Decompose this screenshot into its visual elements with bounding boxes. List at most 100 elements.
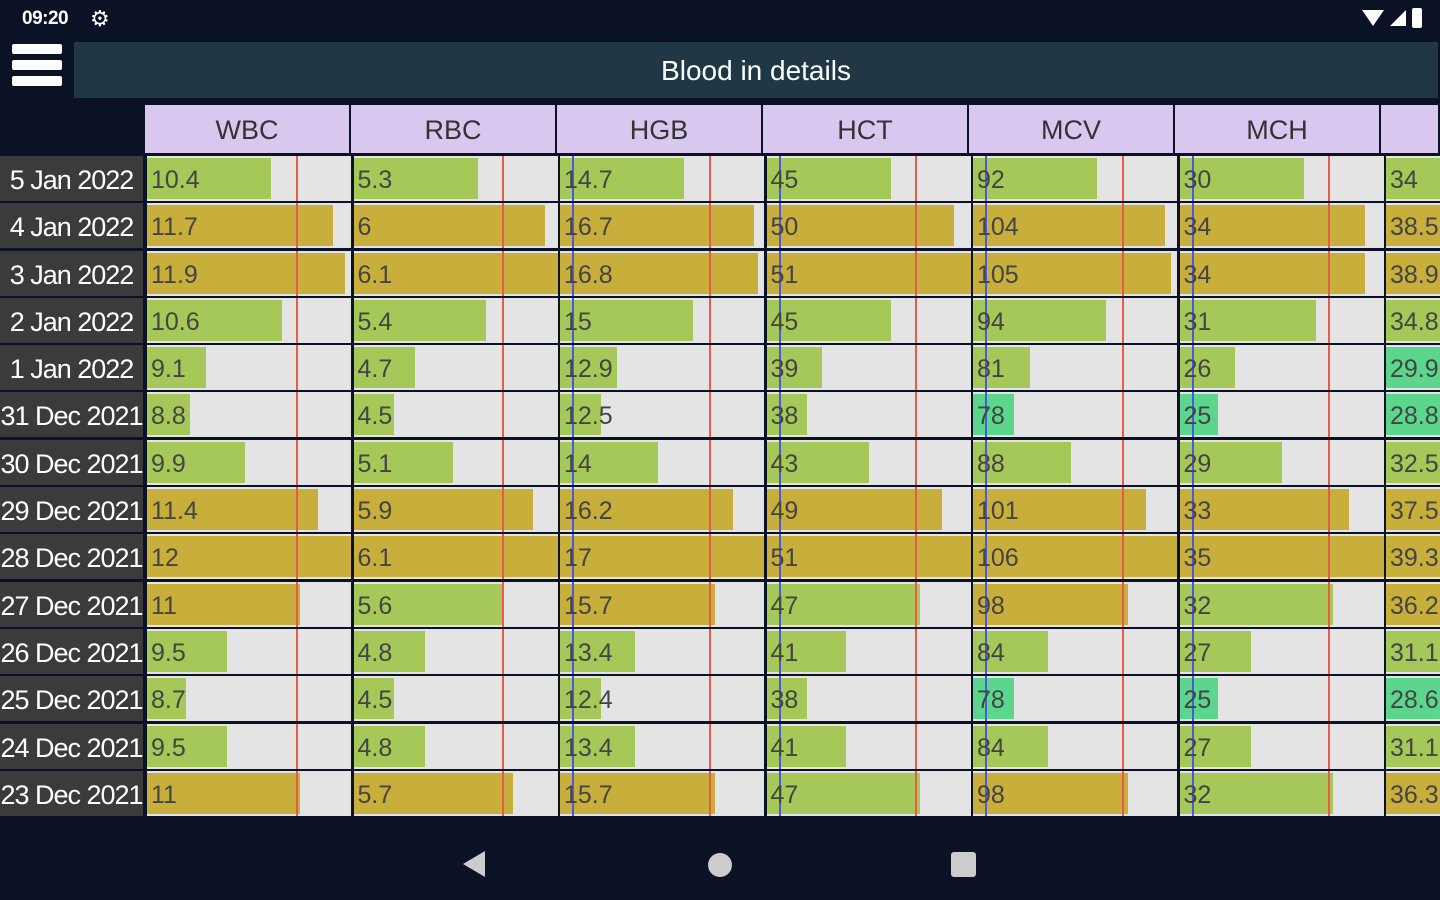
value-cell-hgb[interactable]: 15 bbox=[560, 297, 764, 343]
value-cell-hct[interactable]: 41 bbox=[766, 723, 971, 769]
table-row[interactable]: 31 Dec 2021 8.8 4.5 12.5 38 78 25 28.8 bbox=[0, 392, 1440, 439]
value-cell-wbc[interactable]: 9.5 bbox=[147, 723, 351, 769]
value-cell-mcv[interactable]: 104 bbox=[973, 203, 1177, 249]
value-cell-wbc[interactable]: 9.1 bbox=[147, 345, 351, 391]
table-row[interactable]: 27 Dec 2021 11 5.6 15.7 47 98 32 36.2 bbox=[0, 581, 1440, 629]
value-cell-hct[interactable]: 43 bbox=[766, 439, 971, 485]
table-row[interactable]: 29 Dec 2021 11.4 5.9 16.2 49 101 33 37.5 bbox=[0, 487, 1440, 534]
value-cell-mch[interactable]: 32 bbox=[1179, 770, 1384, 816]
value-cell-hct[interactable]: 47 bbox=[766, 581, 971, 627]
column-header-mchc[interactable] bbox=[1381, 105, 1438, 153]
value-cell-hgb[interactable]: 13.4 bbox=[560, 723, 764, 769]
value-cell-mchc[interactable]: 38.9 bbox=[1386, 250, 1440, 296]
value-cell-hgb[interactable]: 12.9 bbox=[560, 345, 764, 391]
value-cell-wbc[interactable]: 11 bbox=[147, 581, 351, 627]
recents-square-icon[interactable] bbox=[951, 852, 976, 877]
value-cell-rbc[interactable]: 5.9 bbox=[353, 487, 558, 533]
value-cell-mch[interactable]: 34 bbox=[1179, 250, 1384, 296]
value-cell-hct[interactable]: 45 bbox=[766, 297, 971, 343]
column-header-hgb[interactable]: HGB bbox=[557, 105, 761, 153]
value-cell-rbc[interactable]: 4.8 bbox=[353, 628, 558, 674]
value-cell-wbc[interactable]: 12 bbox=[147, 534, 351, 580]
value-cell-hct[interactable]: 38 bbox=[766, 392, 971, 438]
value-cell-mcv[interactable]: 98 bbox=[973, 770, 1177, 816]
hamburger-menu-icon[interactable] bbox=[12, 44, 62, 94]
value-cell-rbc[interactable]: 5.7 bbox=[353, 770, 558, 816]
value-cell-mchc[interactable]: 32.5 bbox=[1386, 439, 1440, 485]
value-cell-rbc[interactable]: 4.7 bbox=[353, 345, 558, 391]
value-cell-rbc[interactable]: 5.3 bbox=[353, 156, 558, 201]
value-cell-hgb[interactable]: 15.7 bbox=[560, 770, 764, 816]
value-cell-wbc[interactable]: 8.7 bbox=[147, 676, 351, 722]
column-header-rbc[interactable]: RBC bbox=[351, 105, 555, 153]
value-cell-mchc[interactable]: 38.5 bbox=[1386, 203, 1440, 249]
value-cell-rbc[interactable]: 5.1 bbox=[353, 439, 558, 485]
value-cell-mchc[interactable]: 36.3 bbox=[1386, 770, 1440, 816]
table-row[interactable]: 1 Jan 2022 9.1 4.7 12.9 39 81 26 29.9 bbox=[0, 345, 1440, 392]
value-cell-hgb[interactable]: 16.7 bbox=[560, 203, 764, 249]
value-cell-hgb[interactable]: 16.2 bbox=[560, 487, 764, 533]
table-row[interactable]: 2 Jan 2022 10.6 5.4 15 45 94 31 34.8 bbox=[0, 297, 1440, 345]
value-cell-hct[interactable]: 51 bbox=[766, 534, 971, 580]
value-cell-rbc[interactable]: 6 bbox=[353, 203, 558, 249]
value-cell-wbc[interactable]: 11.7 bbox=[147, 203, 351, 249]
value-cell-mcv[interactable]: 105 bbox=[973, 250, 1177, 296]
value-cell-hct[interactable]: 51 bbox=[766, 250, 971, 296]
value-cell-rbc[interactable]: 4.5 bbox=[353, 676, 558, 722]
results-grid[interactable]: 5 Jan 2022 10.4 5.3 14.7 45 92 30 34 4 Jan 2022 1… bbox=[0, 156, 1440, 824]
value-cell-rbc[interactable]: 5.4 bbox=[353, 297, 558, 343]
value-cell-hct[interactable]: 49 bbox=[766, 487, 971, 533]
value-cell-mcv[interactable]: 81 bbox=[973, 345, 1177, 391]
table-row[interactable]: 5 Jan 2022 10.4 5.3 14.7 45 92 30 34 bbox=[0, 156, 1440, 203]
back-triangle-icon[interactable] bbox=[463, 851, 485, 877]
value-cell-hct[interactable]: 39 bbox=[766, 345, 971, 391]
value-cell-hct[interactable]: 50 bbox=[766, 203, 971, 249]
value-cell-mcv[interactable]: 94 bbox=[973, 297, 1177, 343]
value-cell-mch[interactable]: 29 bbox=[1179, 439, 1384, 485]
column-header-wbc[interactable]: WBC bbox=[145, 105, 349, 153]
value-cell-wbc[interactable]: 10.6 bbox=[147, 297, 351, 343]
value-cell-hgb[interactable]: 13.4 bbox=[560, 628, 764, 674]
table-row[interactable]: 3 Jan 2022 11.9 6.1 16.8 51 105 34 38.9 bbox=[0, 250, 1440, 298]
value-cell-mchc[interactable]: 29.9 bbox=[1386, 345, 1440, 391]
value-cell-rbc[interactable]: 4.5 bbox=[353, 392, 558, 438]
value-cell-mch[interactable]: 25 bbox=[1179, 392, 1384, 438]
value-cell-mch[interactable]: 34 bbox=[1179, 203, 1384, 249]
value-cell-hct[interactable]: 45 bbox=[766, 156, 971, 201]
value-cell-mcv[interactable]: 78 bbox=[973, 676, 1177, 722]
value-cell-mcv[interactable]: 92 bbox=[973, 156, 1177, 201]
value-cell-mcv[interactable]: 88 bbox=[973, 439, 1177, 485]
value-cell-mcv[interactable]: 101 bbox=[973, 487, 1177, 533]
value-cell-mchc[interactable]: 28.8 bbox=[1386, 392, 1440, 438]
value-cell-hgb[interactable]: 12.4 bbox=[560, 676, 764, 722]
value-cell-rbc[interactable]: 6.1 bbox=[353, 534, 558, 580]
value-cell-hgb[interactable]: 14 bbox=[560, 439, 764, 485]
value-cell-hgb[interactable]: 17 bbox=[560, 534, 764, 580]
value-cell-rbc[interactable]: 4.8 bbox=[353, 723, 558, 769]
column-header-hct[interactable]: HCT bbox=[763, 105, 967, 153]
value-cell-hct[interactable]: 38 bbox=[766, 676, 971, 722]
table-row[interactable]: 25 Dec 2021 8.7 4.5 12.4 38 78 25 28.6 bbox=[0, 676, 1440, 723]
value-cell-mchc[interactable]: 28.6 bbox=[1386, 676, 1440, 722]
value-cell-mcv[interactable]: 84 bbox=[973, 628, 1177, 674]
value-cell-mch[interactable]: 25 bbox=[1179, 676, 1384, 722]
table-row[interactable]: 24 Dec 2021 9.5 4.8 13.4 41 84 27 31.1 bbox=[0, 723, 1440, 771]
value-cell-mcv[interactable]: 98 bbox=[973, 581, 1177, 627]
value-cell-hct[interactable]: 47 bbox=[766, 770, 971, 816]
value-cell-mchc[interactable]: 31.1 bbox=[1386, 723, 1440, 769]
value-cell-mch[interactable]: 26 bbox=[1179, 345, 1384, 391]
value-cell-mchc[interactable]: 34 bbox=[1386, 156, 1440, 201]
value-cell-mch[interactable]: 30 bbox=[1179, 156, 1384, 201]
column-header-mcv[interactable]: MCV bbox=[969, 105, 1173, 153]
value-cell-mch[interactable]: 31 bbox=[1179, 297, 1384, 343]
table-row[interactable]: 23 Dec 2021 11 5.7 15.7 47 98 32 36.3 bbox=[0, 770, 1440, 818]
value-cell-wbc[interactable]: 9.9 bbox=[147, 439, 351, 485]
value-cell-mchc[interactable]: 37.5 bbox=[1386, 487, 1440, 533]
value-cell-wbc[interactable]: 8.8 bbox=[147, 392, 351, 438]
value-cell-wbc[interactable]: 11.4 bbox=[147, 487, 351, 533]
value-cell-wbc[interactable]: 10.4 bbox=[147, 156, 351, 201]
value-cell-mch[interactable]: 27 bbox=[1179, 723, 1384, 769]
value-cell-hgb[interactable]: 14.7 bbox=[560, 156, 764, 201]
value-cell-mch[interactable]: 33 bbox=[1179, 487, 1384, 533]
value-cell-wbc[interactable]: 9.5 bbox=[147, 628, 351, 674]
